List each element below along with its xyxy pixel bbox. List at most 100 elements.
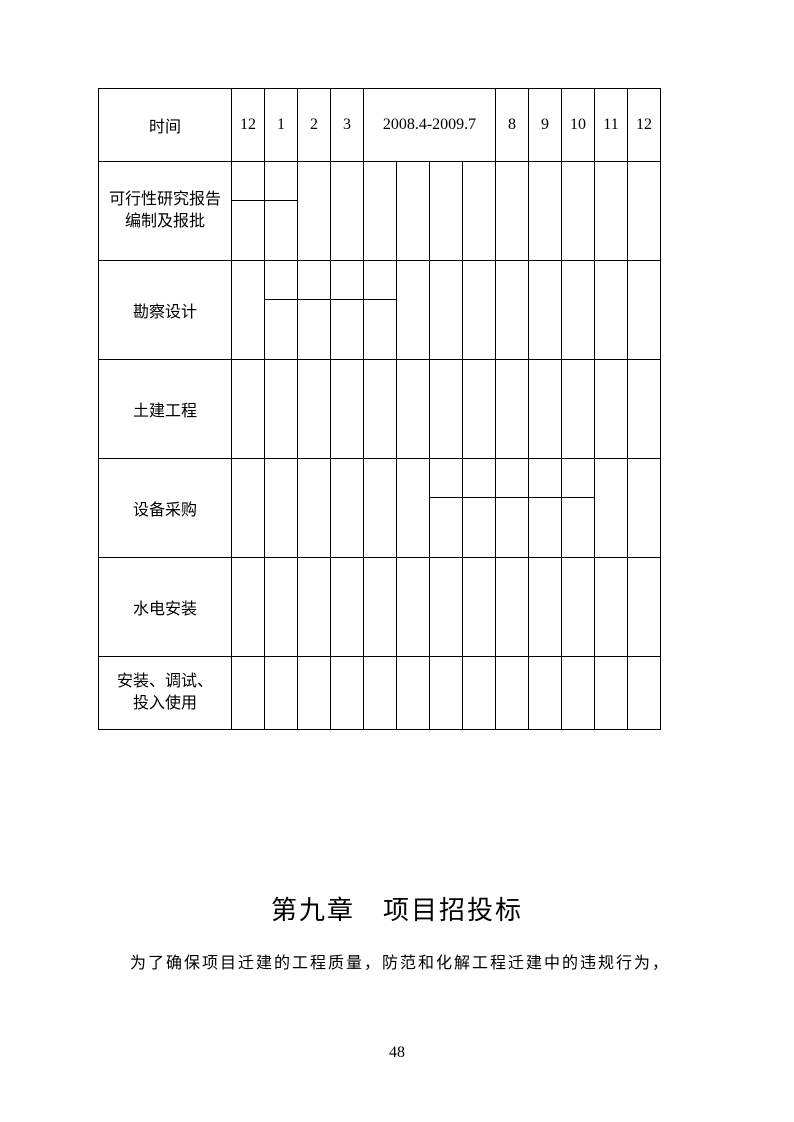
table-row: 可行性研究报告 编制及报批: [99, 162, 661, 261]
page: 时间 12 1 2 3 2008.4-2009.7 8 9 10 11 12 可…: [0, 0, 794, 1122]
cell: [331, 657, 364, 730]
cell: [562, 459, 595, 558]
gantt-bar: [495, 497, 529, 498]
cell: [562, 558, 595, 657]
header-col-6: 9: [529, 89, 562, 162]
cell: [364, 657, 397, 730]
cell: [298, 657, 331, 730]
cell: [595, 162, 628, 261]
cell: [628, 657, 661, 730]
cell: [331, 558, 364, 657]
cell: [562, 162, 595, 261]
cell: [529, 162, 562, 261]
gantt-bar: [561, 497, 595, 498]
cell: [562, 360, 595, 459]
header-col-wide: 2008.4-2009.7: [364, 89, 496, 162]
cell: [463, 162, 496, 261]
cell: [463, 459, 496, 558]
header-col-7: 10: [562, 89, 595, 162]
cell: [265, 459, 298, 558]
header-col-0: 12: [232, 89, 265, 162]
cell: [331, 162, 364, 261]
cell: [298, 360, 331, 459]
cell: [529, 459, 562, 558]
gantt-bar: [528, 497, 562, 498]
cell: [562, 657, 595, 730]
gantt-bar: [264, 299, 298, 300]
cell: [265, 360, 298, 459]
cell: [496, 360, 529, 459]
cell: [397, 459, 430, 558]
cell: [562, 261, 595, 360]
table-row: 水电安装: [99, 558, 661, 657]
row-label-1: 勘察设计: [99, 261, 232, 360]
cell: [529, 558, 562, 657]
cell: [232, 558, 265, 657]
cell: [397, 657, 430, 730]
header-col-1: 1: [265, 89, 298, 162]
cell: [298, 261, 331, 360]
cell: [331, 459, 364, 558]
table-row: 土建工程: [99, 360, 661, 459]
cell: [265, 657, 298, 730]
cell: [430, 162, 463, 261]
cell: [463, 657, 496, 730]
table-row: 勘察设计: [99, 261, 661, 360]
table-row: 设备采购: [99, 459, 661, 558]
page-number: 48: [0, 1044, 794, 1062]
cell: [496, 261, 529, 360]
row-label-line: 编制及报批: [125, 213, 205, 230]
gantt-bar: [264, 200, 298, 201]
cell: [364, 162, 397, 261]
gantt-bar: [363, 299, 397, 300]
cell: [232, 657, 265, 730]
cell: [628, 558, 661, 657]
gantt-bar: [429, 497, 463, 498]
cell: [595, 360, 628, 459]
header-col-3: 3: [331, 89, 364, 162]
cell: [397, 261, 430, 360]
cell: [463, 558, 496, 657]
cell: [595, 558, 628, 657]
cell: [397, 558, 430, 657]
cell: [595, 657, 628, 730]
cell: [628, 360, 661, 459]
row-label-5: 安装、调试、 投入使用: [99, 657, 232, 730]
gantt-bar: [330, 299, 364, 300]
cell: [628, 261, 661, 360]
gantt-bar: [297, 299, 331, 300]
cell: [430, 360, 463, 459]
cell: [298, 162, 331, 261]
cell: [265, 558, 298, 657]
cell: [265, 261, 298, 360]
cell: [265, 162, 298, 261]
header-row: 时间 12 1 2 3 2008.4-2009.7 8 9 10 11 12: [99, 89, 661, 162]
cell: [430, 657, 463, 730]
cell: [595, 261, 628, 360]
cell: [397, 360, 430, 459]
cell: [331, 360, 364, 459]
cell: [364, 360, 397, 459]
cell: [298, 558, 331, 657]
cell: [628, 162, 661, 261]
cell: [364, 261, 397, 360]
header-col-9: 12: [628, 89, 661, 162]
row-label-3: 设备采购: [99, 459, 232, 558]
cell: [529, 261, 562, 360]
cell: [430, 261, 463, 360]
cell: [364, 558, 397, 657]
cell: [232, 459, 265, 558]
cell: [430, 459, 463, 558]
cell: [430, 558, 463, 657]
gantt-bar: [462, 497, 496, 498]
chapter-title: 第九章 项目招投标: [0, 890, 794, 927]
row-label-line: 可行性研究报告: [109, 191, 221, 208]
cell: [496, 459, 529, 558]
header-col-2: 2: [298, 89, 331, 162]
cell: [496, 558, 529, 657]
cell: [595, 459, 628, 558]
cell: [397, 162, 430, 261]
cell: [364, 459, 397, 558]
cell: [232, 360, 265, 459]
cell: [496, 162, 529, 261]
